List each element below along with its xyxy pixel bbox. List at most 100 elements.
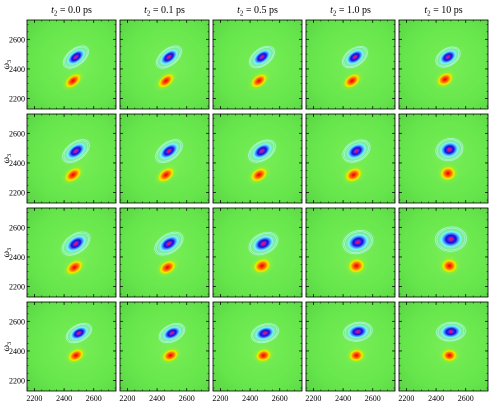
x-tick-label: 2600 (272, 394, 288, 402)
panel-background (399, 208, 488, 297)
spectrum-panel (119, 207, 210, 298)
y-axis-label: ω3 (1, 248, 13, 258)
positive-peak (66, 260, 83, 275)
y-tick-label: 2200 (9, 189, 25, 198)
x-tick-label: 2200 (119, 394, 135, 402)
negative-peak (346, 142, 367, 160)
contour-line (248, 139, 276, 163)
spectrum-panel: 220024002600ω1 (305, 301, 396, 402)
panel-background (399, 302, 488, 391)
positive-peak (345, 167, 362, 182)
contour-line (67, 324, 91, 343)
x-tick-label: 2200 (26, 394, 42, 402)
contour-line (155, 233, 182, 255)
negative-peak (254, 325, 276, 341)
positive-peak (162, 349, 179, 362)
y-axis-label: ω3 (1, 154, 13, 164)
contour-line (158, 323, 186, 344)
negative-peak (439, 324, 462, 339)
contour-line (156, 140, 182, 162)
y-tick-label: 2400 (9, 159, 25, 168)
panel-grid: 2200 2400 2600 ω3 2200 2400 2600 ω3 2200 2400 2600… (1, 19, 489, 402)
spectrum-panel: 2200 2400 2600 ω3 (1, 113, 117, 204)
contour-line (434, 226, 467, 252)
y-axis-label: ω3 (1, 60, 13, 70)
negative-peak (158, 234, 180, 253)
x-tick-label: 2600 (458, 394, 474, 402)
negative-peak (159, 48, 179, 66)
x-tick-label: 2200 (398, 394, 414, 402)
contour-line (437, 322, 465, 341)
column-label-sub: 2 (427, 10, 431, 18)
negative-peak (69, 325, 89, 341)
contour-line (252, 324, 278, 343)
negative-peak (345, 48, 365, 66)
positive-peak (68, 349, 84, 362)
positive-peak (440, 166, 456, 181)
positive-peak (64, 167, 82, 182)
negative-peak (162, 325, 182, 341)
y-axis-label: ω3 (1, 342, 13, 352)
positive-peak (441, 259, 458, 273)
column-label-sub: 2 (54, 10, 58, 18)
contour-line (62, 139, 90, 163)
contour-line (437, 139, 462, 160)
x-tick-label: 2400 (242, 394, 258, 402)
contour-line (436, 321, 466, 342)
negative-peak (438, 49, 458, 65)
spectrum-panel (398, 19, 489, 110)
contour-line (342, 230, 374, 255)
column-label: t2 = 0.0 ps (51, 5, 92, 18)
contour-line (155, 139, 183, 163)
column-label-rest: = 1.0 ps (336, 5, 371, 16)
y-tick-label: 2400 (9, 347, 25, 356)
x-tick-label: 2200 (212, 394, 228, 402)
panel-background (27, 302, 116, 391)
x-tick-label: 2400 (335, 394, 351, 402)
contour-line (343, 321, 373, 342)
positive-peak (348, 258, 365, 273)
column-label-rest: = 10 ps (431, 5, 463, 16)
negative-peak (252, 235, 275, 253)
negative-peak (347, 324, 369, 339)
contour-line (63, 232, 89, 255)
contour-line (436, 47, 460, 67)
spectrum-panel (212, 113, 303, 204)
positive-peak (65, 73, 81, 88)
contour-line (343, 140, 369, 162)
contour-line (344, 322, 372, 341)
contour-line (160, 324, 184, 343)
positive-peak (250, 167, 268, 182)
positive-peak (253, 258, 271, 273)
x-tick-label: 2400 (428, 394, 444, 402)
x-tick-label: 2200 (305, 394, 321, 402)
positive-peak (251, 73, 267, 88)
contour-line (250, 233, 277, 255)
contour-line (435, 46, 461, 68)
column-label-sub: 2 (240, 10, 244, 18)
column-label-var: t (144, 5, 147, 16)
column-label-var: t (51, 5, 54, 16)
spectrum-panel (212, 19, 303, 110)
positive-peak (437, 72, 453, 86)
column-label-var: t (237, 5, 240, 16)
spectrum-panel (305, 113, 396, 204)
spectrum-panel (119, 113, 210, 204)
spectrum-panel (119, 19, 210, 110)
contour-line (436, 227, 466, 251)
contour-line (63, 45, 89, 69)
x-tick-label: 2600 (365, 394, 381, 402)
contour-line (342, 46, 368, 69)
negative-peak (65, 142, 87, 160)
contour-line (63, 140, 89, 162)
contour-line (250, 323, 279, 344)
x-tick-label: 2600 (179, 394, 195, 402)
y-tick-label: 2600 (9, 223, 25, 232)
spectrum-panel (305, 19, 396, 110)
panel-background (213, 302, 302, 391)
negative-peak (346, 233, 370, 252)
contour-line (61, 231, 91, 256)
panel-background (120, 302, 209, 391)
column-label: t2 = 10 ps (424, 5, 462, 18)
positive-peak (442, 349, 457, 362)
